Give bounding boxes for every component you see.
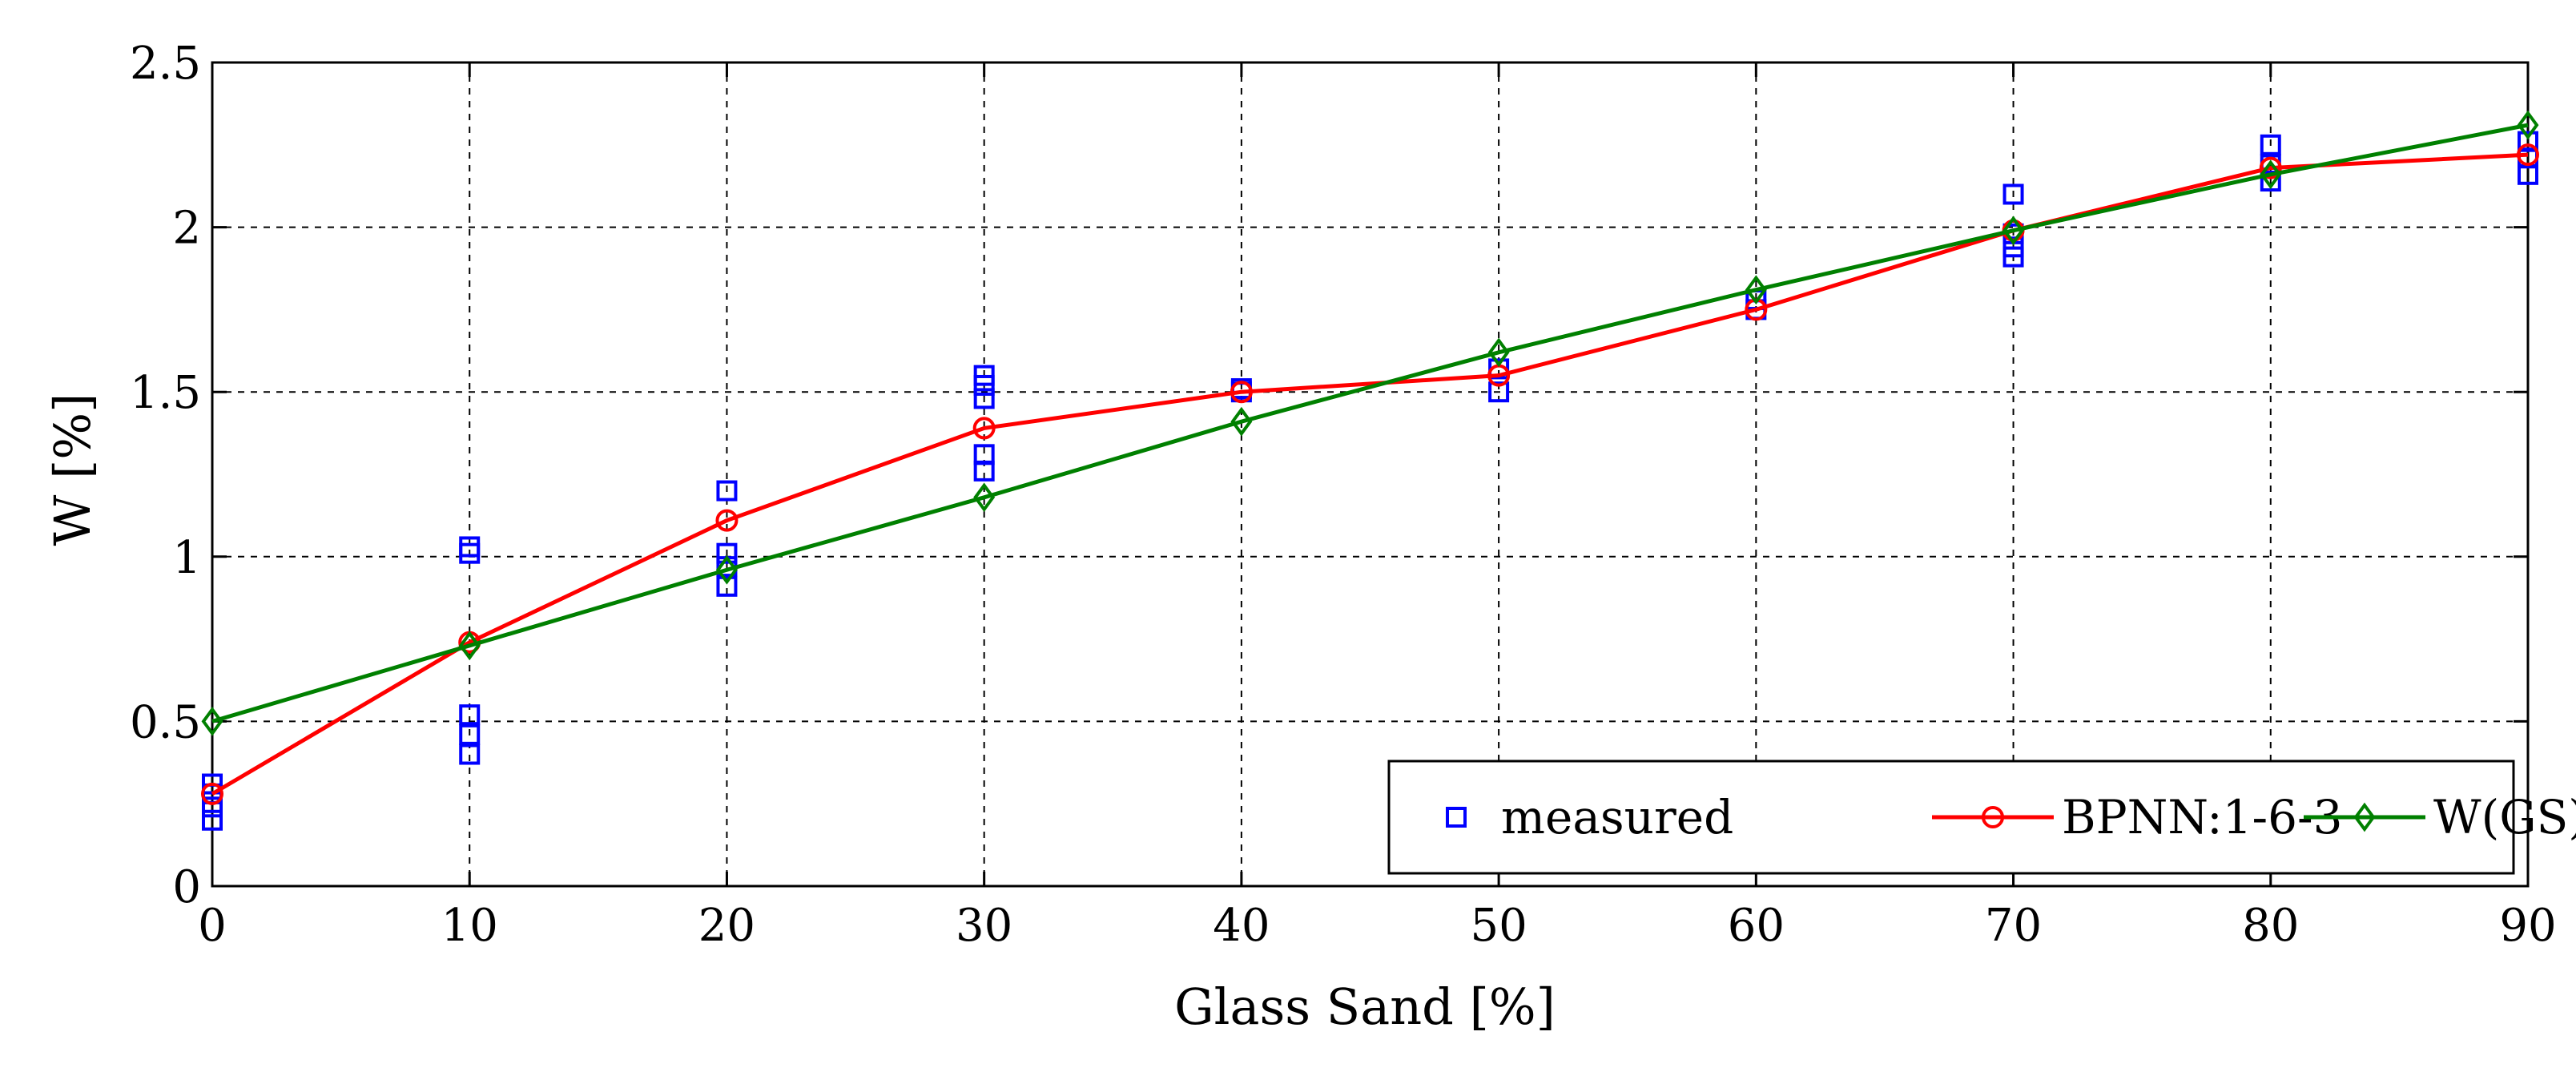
y-axis-label: W [%] <box>43 393 102 546</box>
y-tick-label: 1 <box>172 532 201 584</box>
x-tick-label: 90 <box>2499 900 2556 952</box>
w-gs-line <box>212 125 2528 721</box>
x-tick-label: 60 <box>1728 900 1785 952</box>
legend-measured-label: measured <box>1501 790 1733 844</box>
x-tick-label: 30 <box>956 900 1012 952</box>
y-tick-label: 2.5 <box>130 38 201 90</box>
x-tick-label: 0 <box>198 900 227 952</box>
x-axis-label: Glass Sand [%] <box>1174 977 1556 1036</box>
legend: measured BPNN:1-6-3 W(GS) <box>1389 761 2576 873</box>
x-tick-label: 20 <box>698 900 755 952</box>
y-tick-label: 0 <box>172 861 201 913</box>
chart-container: 0 10 20 30 40 50 60 70 80 90 0 0.5 1 1.5 2 2.5 measured… <box>0 0 2576 1080</box>
x-tick-label: 40 <box>1213 900 1270 952</box>
axis-labels: Glass Sand [%] W [%] <box>43 393 1556 1036</box>
y-tick-label: 1.5 <box>130 367 201 419</box>
x-tick-label: 70 <box>1985 900 2042 952</box>
x-tick-label: 80 <box>2242 900 2299 952</box>
legend-bpnn-1-6-3-label: BPNN:1-6-3 <box>2062 790 2343 844</box>
y-tick-label: 2 <box>172 203 201 255</box>
legend-w-gs-label: W(GS) <box>2433 790 2576 844</box>
line-chart: 0 10 20 30 40 50 60 70 80 90 0 0.5 1 1.5 2 2.5 measured… <box>0 0 2576 1080</box>
x-tick-label: 50 <box>1470 900 1527 952</box>
x-tick-label: 10 <box>441 900 498 952</box>
y-tick-label: 0.5 <box>130 696 201 748</box>
bpnn-1-6-3-line <box>212 155 2528 794</box>
